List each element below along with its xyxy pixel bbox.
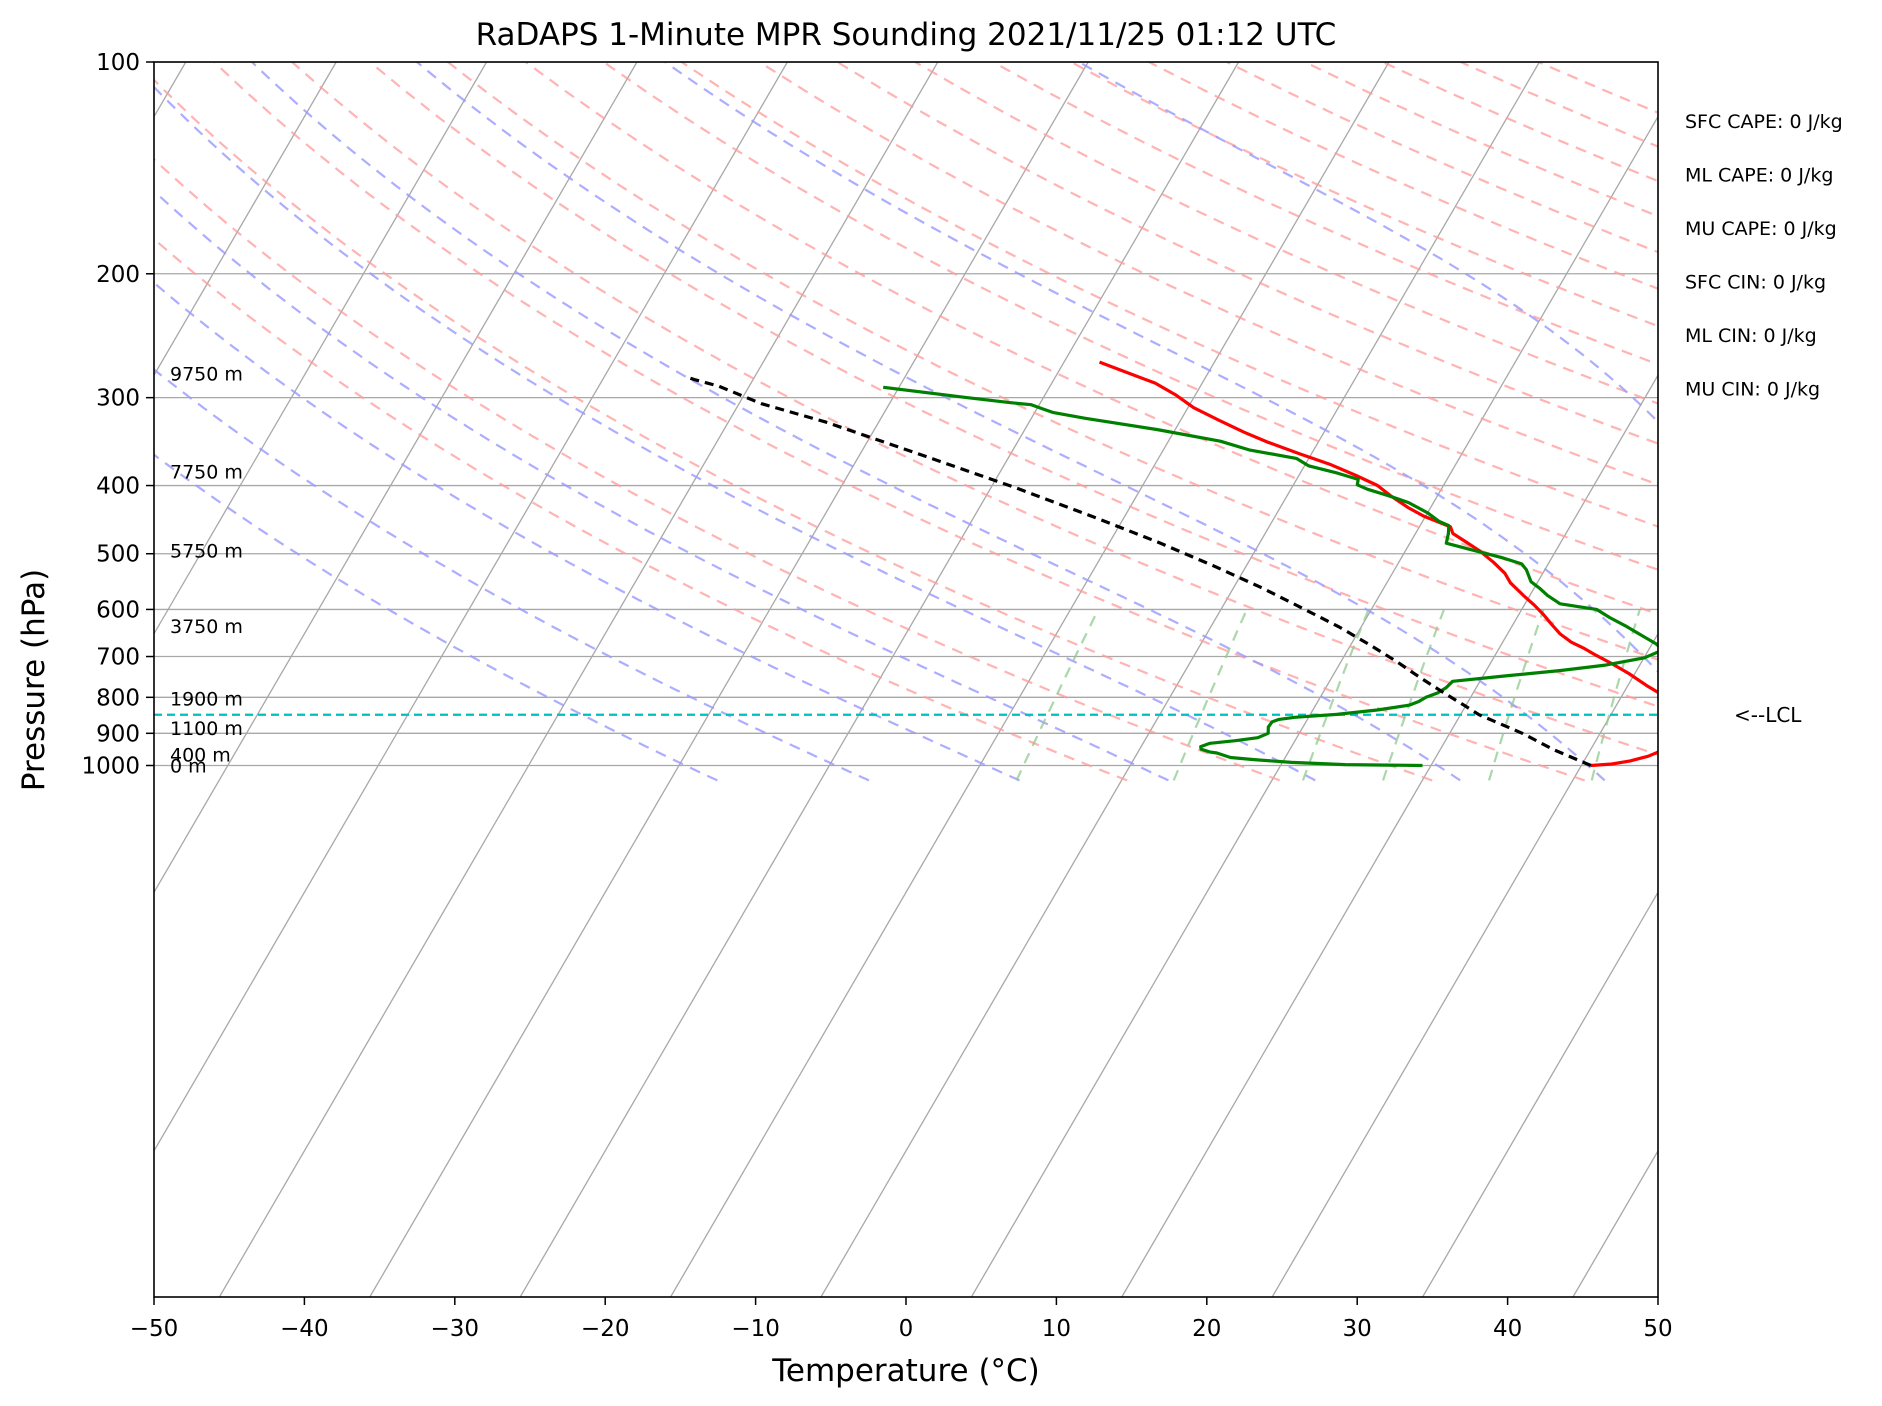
dry-adiabats: [154, 62, 1658, 782]
index-label: MU CIN: 0 J/kg: [1685, 379, 1820, 401]
mixing-ratio-line: [1301, 608, 1370, 781]
index-label: SFC CAPE: 0 J/kg: [1685, 111, 1843, 133]
y-axis-ticks: 100 200 300 400 500 600 700 800 900 1000: [81, 50, 154, 780]
dry-adiabat: [680, 62, 1658, 528]
dry-adiabat: [369, 62, 1658, 708]
chart-title: RaDAPS 1-Minute MPR Sounding 2021/11/25 …: [476, 17, 1337, 53]
y-tick-label: 1000: [81, 754, 140, 780]
index-label: SFC CIN: 0 J/kg: [1685, 272, 1826, 294]
isotherm: [1723, 62, 1882, 1297]
isotherms: [154, 62, 1882, 1297]
x-tick-label: −40: [280, 1316, 329, 1342]
moist-adiabat: [664, 62, 1658, 674]
moist-adiabat: [154, 189, 1169, 782]
x-tick-label: −20: [581, 1316, 630, 1342]
dry-adiabat: [836, 62, 1658, 445]
isotherm: [1422, 891, 1658, 1297]
isotherm: [970, 115, 1658, 1297]
y-axis-label: Pressure (hPa): [16, 569, 52, 791]
height-label: 9750 m: [170, 363, 243, 385]
stability-indices: SFC CAPE: 0 J/kg ML CAPE: 0 J/kg MU CAPE: …: [1685, 111, 1843, 401]
isotherm: [1874, 62, 1882, 1297]
dry-adiabat: [154, 157, 1281, 782]
dry-adiabat: [291, 62, 1658, 756]
mixing-ratio-line: [1753, 609, 1791, 780]
dry-adiabat: [447, 62, 1658, 661]
index-label: ML CAPE: 0 J/kg: [1685, 165, 1833, 187]
index-label: MU CAPE: 0 J/kg: [1685, 218, 1837, 240]
isotherm: [369, 62, 1089, 1297]
x-tick-label: 30: [1343, 1316, 1372, 1342]
height-label: 0 m: [170, 756, 207, 778]
height-label: 7750 m: [170, 462, 243, 484]
isotherm: [154, 62, 638, 894]
sounding-series: [684, 360, 1658, 768]
lcl-label: <--LCL: [1734, 703, 1802, 727]
y-tick-label: 800: [96, 685, 140, 711]
mixing-ratio-line: [1807, 609, 1841, 780]
isotherm: [820, 62, 1540, 1297]
x-tick-label: −30: [431, 1316, 480, 1342]
dewpoint-profile: [883, 385, 1658, 768]
x-tick-label: 10: [1042, 1316, 1071, 1342]
dry-adiabat: [525, 62, 1658, 616]
x-tick-label: −50: [130, 1316, 179, 1342]
moist-adiabat: [154, 453, 718, 782]
height-label: 1900 m: [170, 689, 243, 711]
x-axis-ticks: −50 −40 −30 −20 −10 0 10 20 30 40 50: [130, 1297, 1673, 1342]
mixing-ratio-line: [1015, 608, 1100, 781]
y-tick-label: 100: [96, 50, 140, 76]
index-label: ML CIN: 0 J/kg: [1685, 325, 1817, 347]
x-tick-label: −10: [731, 1316, 780, 1342]
moist-adiabat: [1078, 62, 1658, 424]
dry-adiabat: [213, 62, 1586, 782]
height-label: 400 m: [170, 745, 231, 767]
moist-adiabats: [154, 62, 1658, 782]
y-tick-label: 900: [96, 721, 140, 747]
moist-adiabat: [154, 85, 1316, 782]
y-tick-label: 400: [96, 474, 140, 500]
parcel-profile: [684, 375, 1592, 767]
mixing-ratio-line: [1487, 609, 1545, 781]
x-tick-label: 20: [1192, 1316, 1221, 1342]
y-tick-label: 200: [96, 262, 140, 288]
height-label: 3750 m: [170, 616, 243, 638]
moist-adiabat: [154, 281, 1020, 782]
temperature-profile: [1098, 360, 1658, 768]
mixing-ratio-lines: [1015, 608, 1841, 781]
x-tick-label: 0: [899, 1316, 914, 1342]
isotherm: [154, 62, 488, 636]
dry-adiabat: [992, 62, 1658, 366]
x-tick-label: 40: [1493, 1316, 1522, 1342]
mixing-ratio-line: [1590, 609, 1641, 781]
moist-adiabat: [251, 62, 1461, 782]
isotherm: [154, 62, 337, 377]
mixing-ratio-line: [1172, 608, 1248, 781]
isotherm: [519, 62, 1240, 1297]
isotherm: [670, 62, 1390, 1297]
isotherm: [1271, 632, 1658, 1297]
x-tick-label: 50: [1643, 1316, 1672, 1342]
height-label: 1100 m: [170, 718, 243, 740]
y-tick-label: 500: [96, 542, 140, 568]
isotherm: [218, 62, 939, 1297]
isotherm: [154, 62, 788, 1153]
mixing-ratio-line: [1685, 609, 1727, 780]
moist-adiabat: [154, 368, 870, 782]
height-label: 5750 m: [170, 541, 243, 563]
y-tick-label: 300: [96, 386, 140, 412]
dry-adiabat: [154, 237, 1128, 782]
y-tick-label: 600: [96, 597, 140, 623]
y-tick-label: 700: [96, 645, 140, 671]
x-axis-label: Temperature (°C): [771, 1353, 1040, 1389]
dry-adiabat: [154, 78, 1433, 782]
moist-adiabat: [416, 62, 1606, 782]
